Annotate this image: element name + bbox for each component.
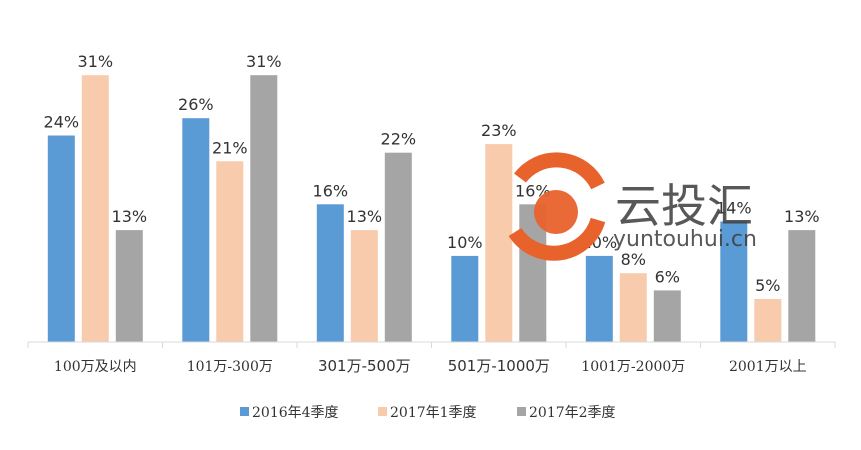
category-label: 2001万以上	[729, 359, 807, 375]
bar-group	[47, 75, 816, 342]
data-label: 5%	[755, 276, 780, 295]
data-label: 16%	[313, 181, 349, 200]
data-label: 13%	[784, 207, 820, 226]
data-label: 22%	[381, 130, 417, 149]
x-axis-ticks	[27, 342, 836, 348]
data-label: 31%	[246, 52, 282, 71]
category-label: 301万-500万	[318, 357, 411, 375]
legend-label: 2016年4季度	[252, 405, 339, 421]
data-label: 13%	[112, 207, 148, 226]
data-label: 24%	[44, 113, 80, 132]
bar	[115, 230, 143, 342]
bar	[619, 273, 647, 342]
category-label-group: 100万及以内 101万-300万 301万-500万 501万-1000万 1001万…	[54, 357, 807, 375]
bar	[216, 161, 244, 342]
legend-swatch	[240, 407, 249, 416]
watermark-logo: 云投汇 yuntouhui.cn	[508, 152, 757, 261]
category-label: 101万-300万	[187, 359, 273, 375]
bar	[585, 255, 613, 342]
category-label: 1001万-2000万	[581, 359, 685, 375]
data-label: 13%	[347, 207, 383, 226]
bar	[350, 230, 378, 342]
bar	[384, 152, 412, 342]
data-label: 6%	[655, 267, 680, 286]
data-label: 21%	[212, 138, 248, 157]
data-label: 31%	[78, 52, 114, 71]
data-label: 8%	[621, 250, 646, 269]
legend: 2016年4季度 2017年1季度 2017年2季度	[240, 405, 616, 421]
bar	[81, 75, 109, 342]
bar	[653, 290, 681, 342]
bar	[316, 204, 344, 342]
bar	[250, 75, 278, 342]
legend-swatch	[378, 407, 387, 416]
bar	[182, 118, 210, 342]
data-label: 23%	[481, 121, 517, 140]
legend-swatch	[517, 407, 526, 416]
legend-label: 2017年2季度	[529, 405, 616, 421]
bar	[788, 230, 816, 342]
bar	[451, 255, 479, 342]
data-label: 14%	[716, 199, 752, 218]
bar	[47, 135, 75, 342]
watermark-url: yuntouhui.cn	[613, 227, 757, 252]
bar	[754, 299, 782, 342]
legend-label: 2017年1季度	[390, 405, 477, 421]
data-label: 26%	[178, 95, 214, 114]
bar	[485, 144, 513, 342]
data-label-group: 24%31%13%26%21%31%16%13%22%10%23%16%10%8…	[44, 52, 820, 295]
watermark-emblem-icon	[508, 152, 606, 261]
category-label: 100万及以内	[54, 359, 137, 375]
bar	[720, 221, 748, 342]
data-label: 10%	[447, 233, 483, 252]
category-label: 501万-1000万	[448, 357, 550, 375]
watermark-text: 云投汇	[615, 179, 753, 233]
